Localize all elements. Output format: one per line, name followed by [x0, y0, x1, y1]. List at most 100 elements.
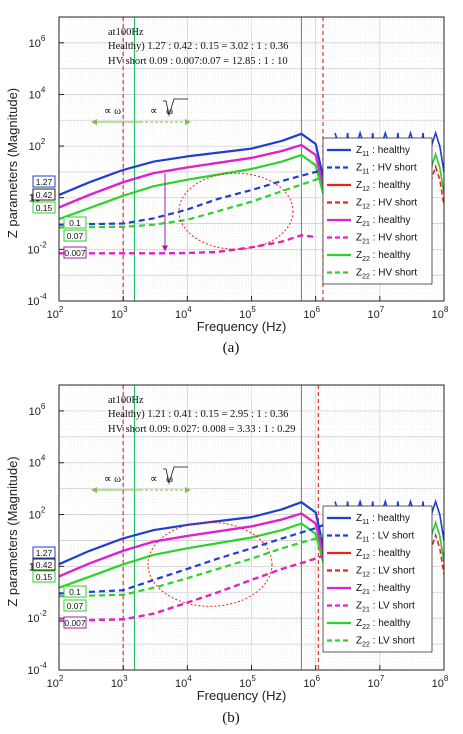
tick-exponent: 8	[444, 305, 449, 314]
legend-label: Z21 : healthy	[356, 215, 411, 228]
tick-exponent: 3	[123, 674, 128, 683]
annotation-healthy-ratio: Healthy) 1.27 : 0.42 : 0.15 = 3.02 : 1 :…	[108, 41, 288, 52]
x-tick-label: 103	[111, 674, 128, 690]
chart-panel-b: 10210310410510610710810-410-210010210410…	[5, 384, 449, 726]
tick-exponent: 6	[41, 402, 46, 411]
legend-z: Z	[356, 233, 362, 244]
legend-subscript: 11	[362, 519, 369, 526]
tick-exponent: 7	[380, 674, 385, 683]
legend-label: Z12 : LV short	[356, 566, 415, 579]
value-box	[63, 616, 87, 629]
legend-label: Z11 : healthy	[356, 145, 410, 158]
legend-label: Z12 : healthy	[356, 180, 411, 193]
value-box	[63, 599, 87, 612]
tick-exponent: 4	[187, 305, 192, 314]
tick-exponent: 2	[59, 305, 64, 314]
value-box-label: 0.07	[67, 601, 84, 611]
tick-base: 10	[29, 458, 41, 470]
legend-label: Z21 : healthy	[356, 583, 411, 596]
value-box-label: 0.15	[36, 203, 53, 213]
tick-exponent: -2	[40, 609, 48, 618]
annotation-healthy-ratio: Healthy) 1.21 : 0.41 : 0.15 = 2.95 : 1 :…	[108, 409, 288, 420]
series-line-z11s	[59, 167, 328, 226]
legend-text: : LV short	[369, 531, 414, 542]
legend-text: : healthy	[370, 548, 411, 559]
value-box-label: 0.42	[36, 190, 53, 200]
tick-exponent: 4	[41, 454, 46, 463]
tick-base: 10	[239, 309, 251, 321]
legend-label: Z22 : LV short	[356, 636, 415, 649]
legend-text: : LV short	[370, 566, 415, 577]
tick-base: 10	[29, 406, 41, 418]
y-tick-label: 102	[29, 137, 46, 153]
value-box	[32, 175, 56, 188]
x-tick-label: 108	[432, 674, 449, 690]
legend-subscript: 22	[362, 274, 370, 281]
tick-base: 10	[303, 678, 315, 690]
legend-text: : healthy	[370, 215, 411, 226]
legend-box	[322, 137, 433, 285]
x-tick-label: 107	[367, 305, 384, 321]
sqrt-omega: ω	[166, 106, 173, 117]
legend-z: Z	[356, 163, 362, 174]
value-box	[63, 229, 87, 242]
series-line-z22s	[59, 532, 328, 598]
x-tick-label: 105	[239, 305, 256, 321]
legend-box	[322, 505, 433, 653]
series-line-z11s	[59, 522, 328, 595]
tick-base: 10	[432, 309, 444, 321]
tick-exponent: -4	[40, 661, 48, 670]
sqrt-omega-region-label: ∝ ω	[150, 106, 173, 117]
series-group	[59, 498, 444, 622]
series-line-z21h	[59, 512, 327, 578]
tick-exponent: 5	[251, 674, 256, 683]
tick-base: 10	[367, 309, 379, 321]
y-tick-label: 10-2	[27, 240, 47, 256]
value-box	[32, 546, 56, 559]
x-tick-label: 103	[111, 305, 128, 321]
series-line-z21h	[59, 143, 327, 209]
sqrt-omega: ω	[166, 474, 173, 485]
value-box-label: 0.15	[36, 572, 53, 582]
legend-subscript: 12	[362, 554, 370, 561]
series-line-z21s	[59, 234, 316, 255]
y-tick-label: 104	[29, 454, 46, 470]
legend-z: Z	[356, 601, 362, 612]
legend-z: Z	[356, 198, 362, 209]
legend-label: Z21 : HV short	[356, 233, 417, 246]
legend-z: Z	[356, 250, 362, 261]
x-tick-label: 108	[432, 305, 449, 321]
legend-subscript: 22	[362, 624, 370, 631]
x-tick-label: 106	[303, 674, 320, 690]
value-box	[63, 585, 87, 598]
legend-text: : healthy	[370, 250, 411, 261]
figure-caption: (b)	[222, 710, 240, 726]
x-tick-label: 102	[47, 305, 64, 321]
tick-base: 10	[111, 309, 123, 321]
tick-base: 10	[175, 309, 187, 321]
legend-subscript: 22	[362, 642, 370, 649]
tick-base: 10	[29, 510, 41, 522]
legend-text: : healthy	[370, 618, 411, 629]
tick-exponent: 6	[316, 674, 321, 683]
value-box-label: 0.1	[69, 587, 81, 597]
figure-caption: (a)	[223, 340, 240, 356]
legend-subscript: 11	[362, 151, 369, 158]
tick-base: 10	[29, 89, 41, 101]
legend-subscript: 12	[362, 572, 370, 579]
y-tick-label: 10-4	[27, 292, 47, 308]
y-tick-label: 106	[29, 34, 46, 50]
legend-text: : HV short	[369, 163, 416, 174]
y-tick-label: 106	[29, 402, 46, 418]
x-axis-label: Frequency (Hz)	[197, 688, 287, 703]
value-box-label: 1.27	[36, 548, 53, 558]
legend-label: Z12 : healthy	[356, 548, 411, 561]
sqrt-radical	[163, 98, 188, 117]
legend-label: Z21 : LV short	[356, 601, 415, 614]
legend-subscript: 11	[362, 169, 369, 176]
legend-subscript: 21	[362, 239, 370, 246]
tick-exponent: -4	[40, 292, 48, 301]
tick-base: 10	[27, 244, 39, 256]
tick-base: 10	[27, 613, 39, 625]
